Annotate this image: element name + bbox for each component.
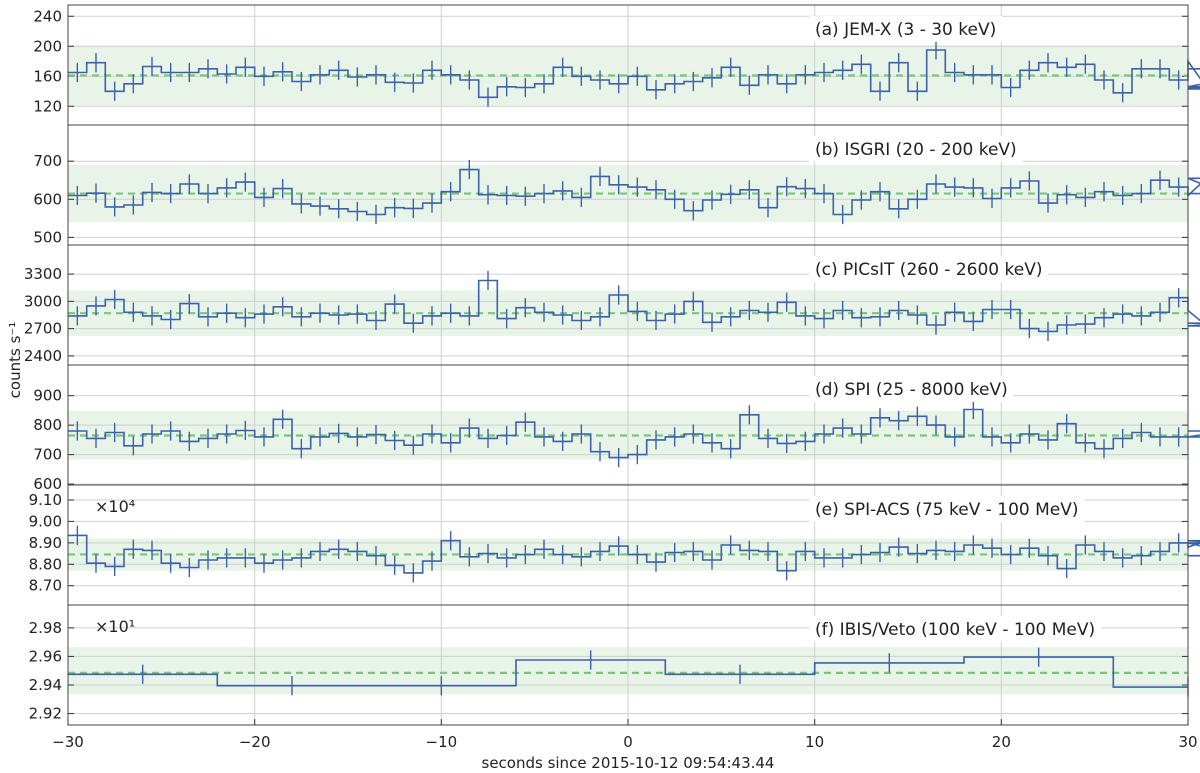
- y-tick-label: 160: [33, 67, 62, 85]
- x-tick-label: 20: [992, 733, 1011, 751]
- x-tick-label: −10: [426, 733, 458, 751]
- panel-title-background: [809, 16, 1003, 42]
- panel-title-background: [809, 136, 1023, 162]
- y-tick-label: 8.80: [29, 555, 62, 573]
- x-tick-label: 0: [623, 733, 633, 751]
- panel-title: (c) PICsIT (260 - 2600 keV): [815, 260, 1042, 280]
- panel-title: (d) SPI (25 - 8000 keV): [815, 380, 1008, 400]
- y-tick-label: 3300: [24, 265, 62, 283]
- panel-title-background: [809, 376, 1014, 402]
- light-curve-line: [68, 408, 1200, 459]
- panel-title: (e) SPI-ACS (75 keV - 100 MeV): [815, 500, 1079, 520]
- panel-5: 2.92 2.94 2.96 2.98 (f) IBIS/Veto (100 keV -…: [29, 604, 1189, 726]
- y-axis-label: counts s⁻¹: [6, 322, 24, 399]
- y-tick-label: 3000: [24, 292, 62, 310]
- y-tick-label: 120: [33, 97, 62, 115]
- y-tick-label: 240: [33, 7, 62, 25]
- light-curve-line: [68, 656, 1188, 688]
- y-tick-label: 600: [33, 190, 62, 208]
- panel-1: 500 600 700 (b) ISGRI (20 - 200 keV): [33, 124, 1200, 246]
- panel-title-background: [809, 616, 1102, 642]
- panel-4: 8.70 8.80 8.90 9.00 9.10 (e) SPI-ACS (75 keV …: [29, 484, 1200, 606]
- panel-title: (b) ISGRI (20 - 200 keV): [815, 140, 1017, 160]
- y-tick-label: 8.90: [29, 534, 62, 552]
- panel-title-background: [809, 496, 1085, 522]
- y-tick-label: 2700: [24, 320, 62, 338]
- panel-2: 2400 2700 3000 3300 (c) PICsIT (260 - 2600 k…: [24, 244, 1200, 366]
- x-tick-label: 30: [1178, 733, 1197, 751]
- light-curve-line: [68, 168, 1200, 216]
- x-axis: −30 −20 −10 0 10 20 30: [52, 719, 1198, 751]
- x-tick-label: −30: [52, 733, 84, 751]
- y-tick-label: 800: [33, 416, 62, 434]
- y-tick-label: 700: [33, 446, 62, 464]
- panel-3: 600 700 800 900 (d) SPI (25 - 8000 keV): [33, 364, 1200, 493]
- y-tick-label: 9.00: [29, 512, 62, 530]
- y-tick-label: 200: [33, 37, 62, 55]
- y-tick-label: 500: [33, 228, 62, 246]
- y-tick-label: 2.94: [29, 676, 62, 694]
- x-axis-label: seconds since 2015-10-12 09:54:43.44: [482, 754, 775, 772]
- y-tick-label: 2.98: [29, 619, 62, 637]
- panel-title: (f) IBIS/Veto (100 keV - 100 MeV): [815, 620, 1095, 640]
- y-tick-label: 2400: [24, 347, 62, 365]
- chart-panels: 120 160 200 240 (a) JEM-X (3 - 30 keV) 500 600…: [24, 4, 1200, 726]
- y-tick-label: 700: [33, 152, 62, 170]
- y-tick-label: 900: [33, 387, 62, 405]
- panel-0: 120 160 200 240 (a) JEM-X (3 - 30 keV): [33, 4, 1200, 126]
- y-tick-label: 9.10: [29, 491, 62, 509]
- scale-multiplier: ×10⁴: [95, 497, 135, 516]
- x-tick-label: −20: [239, 733, 271, 751]
- y-tick-label: 2.92: [29, 705, 62, 723]
- scale-multiplier: ×10¹: [95, 617, 135, 636]
- light-curve-line: [68, 534, 1200, 574]
- y-tick-label: 600: [33, 475, 62, 493]
- panel-title-background: [809, 256, 1049, 282]
- y-tick-label: 8.70: [29, 577, 62, 595]
- x-tick-label: 10: [805, 733, 824, 751]
- panel-title: (a) JEM-X (3 - 30 keV): [815, 20, 996, 40]
- y-tick-label: 2.96: [29, 647, 62, 665]
